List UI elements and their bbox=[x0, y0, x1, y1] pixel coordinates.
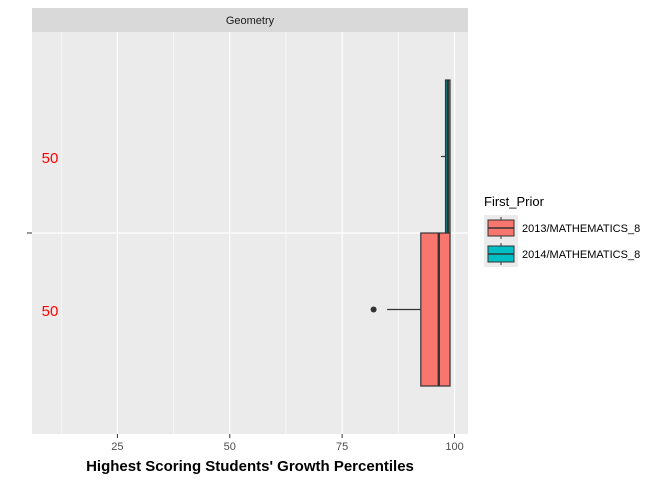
x-tick-label: 50 bbox=[224, 441, 236, 453]
facet-strip bbox=[32, 8, 468, 32]
x-tick-label: 25 bbox=[111, 441, 123, 453]
legend-label: 2013/MATHEMATICS_8 bbox=[522, 223, 640, 235]
box-2013-mathematics-8 bbox=[370, 232, 451, 387]
count-annotation: 50 bbox=[42, 150, 59, 167]
annotations: 50 50 bbox=[42, 150, 59, 320]
x-tick-label: 75 bbox=[336, 441, 348, 453]
outlier-point bbox=[370, 306, 377, 313]
legend-entry: 2013/MATHEMATICS_8 bbox=[484, 215, 640, 241]
legend-label: 2014/MATHEMATICS_8 bbox=[522, 249, 640, 261]
x-tick-label: 100 bbox=[445, 441, 463, 453]
legend: First_Prior 2013/MATHEMATICS_8 2014/MATHE… bbox=[484, 194, 640, 267]
box-2014-mathematics-8 bbox=[441, 79, 451, 234]
count-annotation: 50 bbox=[42, 303, 59, 320]
legend-title: First_Prior bbox=[484, 194, 545, 209]
x-axis-label: Highest Scoring Students' Growth Percent… bbox=[86, 458, 414, 475]
legend-entry: 2014/MATHEMATICS_8 bbox=[484, 241, 640, 267]
grid-lines bbox=[32, 32, 468, 434]
x-axis: 25 50 75 100 bbox=[111, 434, 464, 453]
box-iqr bbox=[420, 232, 451, 387]
facet-label: Geometry bbox=[226, 15, 275, 27]
boxes bbox=[370, 79, 451, 387]
